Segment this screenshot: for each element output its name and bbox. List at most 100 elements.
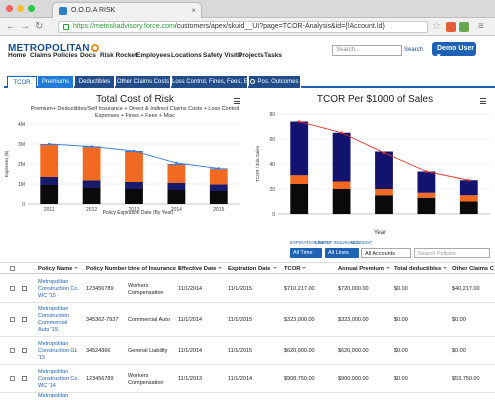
- tab-premiums[interactable]: Premiums: [38, 76, 74, 88]
- nav-tasks[interactable]: Tasks: [264, 52, 282, 59]
- bar-segment: [417, 192, 436, 198]
- trend-point: [132, 149, 136, 153]
- trend-point: [382, 151, 386, 155]
- forward-icon[interactable]: →: [20, 21, 30, 32]
- edit-icon[interactable]: [22, 348, 27, 353]
- col-total-deductibles-label: Total deductibles: [394, 266, 442, 272]
- bar-segment: [125, 152, 143, 182]
- row-checkbox[interactable]: [10, 317, 15, 322]
- sort-icon: [74, 267, 79, 269]
- main-nav: Home Claims Policies Docs Risk Rocket Em…: [0, 50, 495, 64]
- right-chart-menu-icon[interactable]: [480, 98, 486, 104]
- back-icon[interactable]: ←: [6, 21, 16, 32]
- x-tick-label: 2014: [171, 207, 182, 213]
- bar-segment: [290, 175, 309, 184]
- search-button[interactable]: Search: [404, 47, 424, 53]
- nav-policies[interactable]: Policies: [53, 52, 78, 59]
- close-window-icon[interactable]: [6, 5, 13, 12]
- policy-name-link[interactable]: Metropolitan Construction Commercial Aut…: [38, 306, 69, 333]
- policy-name-link[interactable]: Metropolitan Construction Co. WC '15: [38, 279, 79, 299]
- reload-icon[interactable]: ↻: [35, 21, 44, 32]
- y-tick-label: 80: [269, 112, 275, 118]
- col-annual-premium[interactable]: Annual Premium: [338, 266, 391, 272]
- nav-docs[interactable]: Docs: [80, 52, 96, 59]
- nav-employees[interactable]: Employees: [136, 52, 171, 59]
- close-tab-icon[interactable]: ×: [191, 6, 196, 15]
- account-filter[interactable]: All Accounts: [361, 248, 411, 258]
- table-row: Metropolitan Construction Co. WC '14 123…: [0, 365, 495, 393]
- extension-icon[interactable]: [446, 22, 456, 32]
- col-total-deductibles[interactable]: Total deductibles: [394, 266, 448, 272]
- tab-pos-outcomes[interactable]: Pos. Outcomes: [249, 76, 301, 88]
- bar-segment: [167, 165, 186, 183]
- col-other-claims-costs[interactable]: Other Claims C: [452, 266, 494, 272]
- y-tick-label: 4M: [18, 122, 25, 128]
- col-line-of-insurance[interactable]: Line of Insurance: [128, 266, 182, 272]
- col-tcor[interactable]: TCOR: [284, 266, 307, 272]
- nav-claims[interactable]: Claims: [30, 52, 52, 59]
- trend-point: [340, 131, 343, 135]
- edit-icon[interactable]: [22, 376, 27, 381]
- tab-other-claims-costs[interactable]: Other Claims Costs: [116, 76, 171, 88]
- expiration-date: 11/1/2015: [228, 286, 253, 292]
- company-logo[interactable]: METROPOLITAN: [8, 43, 99, 54]
- tab-pos-outcomes-label: Pos. Outcomes: [257, 79, 299, 85]
- user-menu-button[interactable]: Demo User ▾: [432, 42, 476, 60]
- bar-segment: [167, 190, 186, 204]
- policy-name-link[interactable]: Metropolitan Construction Co. WC '14: [38, 369, 79, 389]
- browser-menu-icon[interactable]: ≡: [478, 21, 484, 32]
- col-policy-number[interactable]: Policy Number: [86, 266, 133, 272]
- browser-tab-title: O.O.D.A RISK: [71, 7, 116, 14]
- tab-loss-control[interactable]: Loss Control, Fines, Fees, Etc.: [172, 76, 254, 88]
- row-checkbox[interactable]: [10, 286, 15, 291]
- policy-number: 34524366: [86, 348, 111, 354]
- extension-icon[interactable]: [459, 22, 469, 32]
- y-tick-label: 40: [269, 162, 275, 168]
- maximize-window-icon[interactable]: [28, 5, 35, 12]
- tab-tcor[interactable]: TCOR: [7, 76, 37, 88]
- search-input[interactable]: Search...: [332, 45, 402, 56]
- edit-icon[interactable]: [22, 317, 27, 322]
- policy-name-link[interactable]: Metropolitan: [38, 393, 69, 399]
- select-all-checkbox[interactable]: [10, 266, 15, 271]
- row-checkbox[interactable]: [10, 376, 15, 381]
- line-of-insurance-filter-label: LINE OF INSURANCE: [315, 240, 361, 245]
- line-of-insurance: General Liability: [128, 348, 168, 354]
- edit-icon[interactable]: [22, 286, 27, 291]
- sort-icon: [302, 267, 307, 269]
- nav-risk-rocket[interactable]: Risk Rocket: [100, 52, 138, 59]
- policy-name-link[interactable]: Metropolitan Construction GL '15: [38, 341, 78, 361]
- left-chart-menu-icon[interactable]: [234, 98, 240, 104]
- bookmark-star-icon[interactable]: ☆: [432, 21, 441, 32]
- bar-segment: [82, 180, 101, 188]
- minimize-window-icon[interactable]: [17, 5, 24, 12]
- left-chart: 0 1M 2M 3M 4M 2011 2012 2013 2014 2015 Expenses ($…: [4, 122, 240, 213]
- col-expiration-date[interactable]: Expiration Date: [228, 266, 277, 272]
- trend-point: [175, 161, 178, 165]
- nav-projects[interactable]: Projects: [238, 52, 264, 59]
- col-policy-number-label: Policy Number: [86, 266, 127, 272]
- nav-home[interactable]: Home: [8, 52, 27, 59]
- bar-segment: [290, 121, 309, 176]
- nav-locations[interactable]: Locations: [171, 52, 202, 59]
- sort-icon: [218, 267, 223, 269]
- row-checkbox[interactable]: [10, 348, 15, 353]
- sort-icon: [128, 267, 133, 269]
- expiration-date: 11/1/2015: [228, 348, 253, 354]
- nav-safety-visits[interactable]: Safety Visits: [203, 52, 242, 59]
- expiration-date-filter-label: EXPIRATION DATE: [290, 240, 330, 245]
- col-policy-name[interactable]: Policy Name: [38, 266, 79, 272]
- expiration-date-filter[interactable]: All Time: [290, 248, 322, 258]
- left-chart-title: Total Cost of Risk: [96, 94, 174, 105]
- policy-search-input[interactable]: Search Policies: [414, 248, 490, 258]
- policy-number: 123456789: [86, 286, 114, 292]
- bar-segment: [40, 145, 59, 177]
- annual-premium: $900,000.00: [338, 376, 369, 382]
- col-effective-date[interactable]: Effective Date: [178, 266, 223, 272]
- address-bar[interactable]: https://metriskadvisory.force.com/custom…: [58, 21, 428, 33]
- bar-segment: [459, 201, 478, 214]
- x-tick-label: 2015: [213, 207, 224, 213]
- line-of-insurance-filter[interactable]: All Lines: [325, 248, 359, 258]
- browser-tab[interactable]: O.O.D.A RISK ×: [52, 2, 202, 18]
- tab-deductibles[interactable]: Deductibles: [75, 76, 115, 88]
